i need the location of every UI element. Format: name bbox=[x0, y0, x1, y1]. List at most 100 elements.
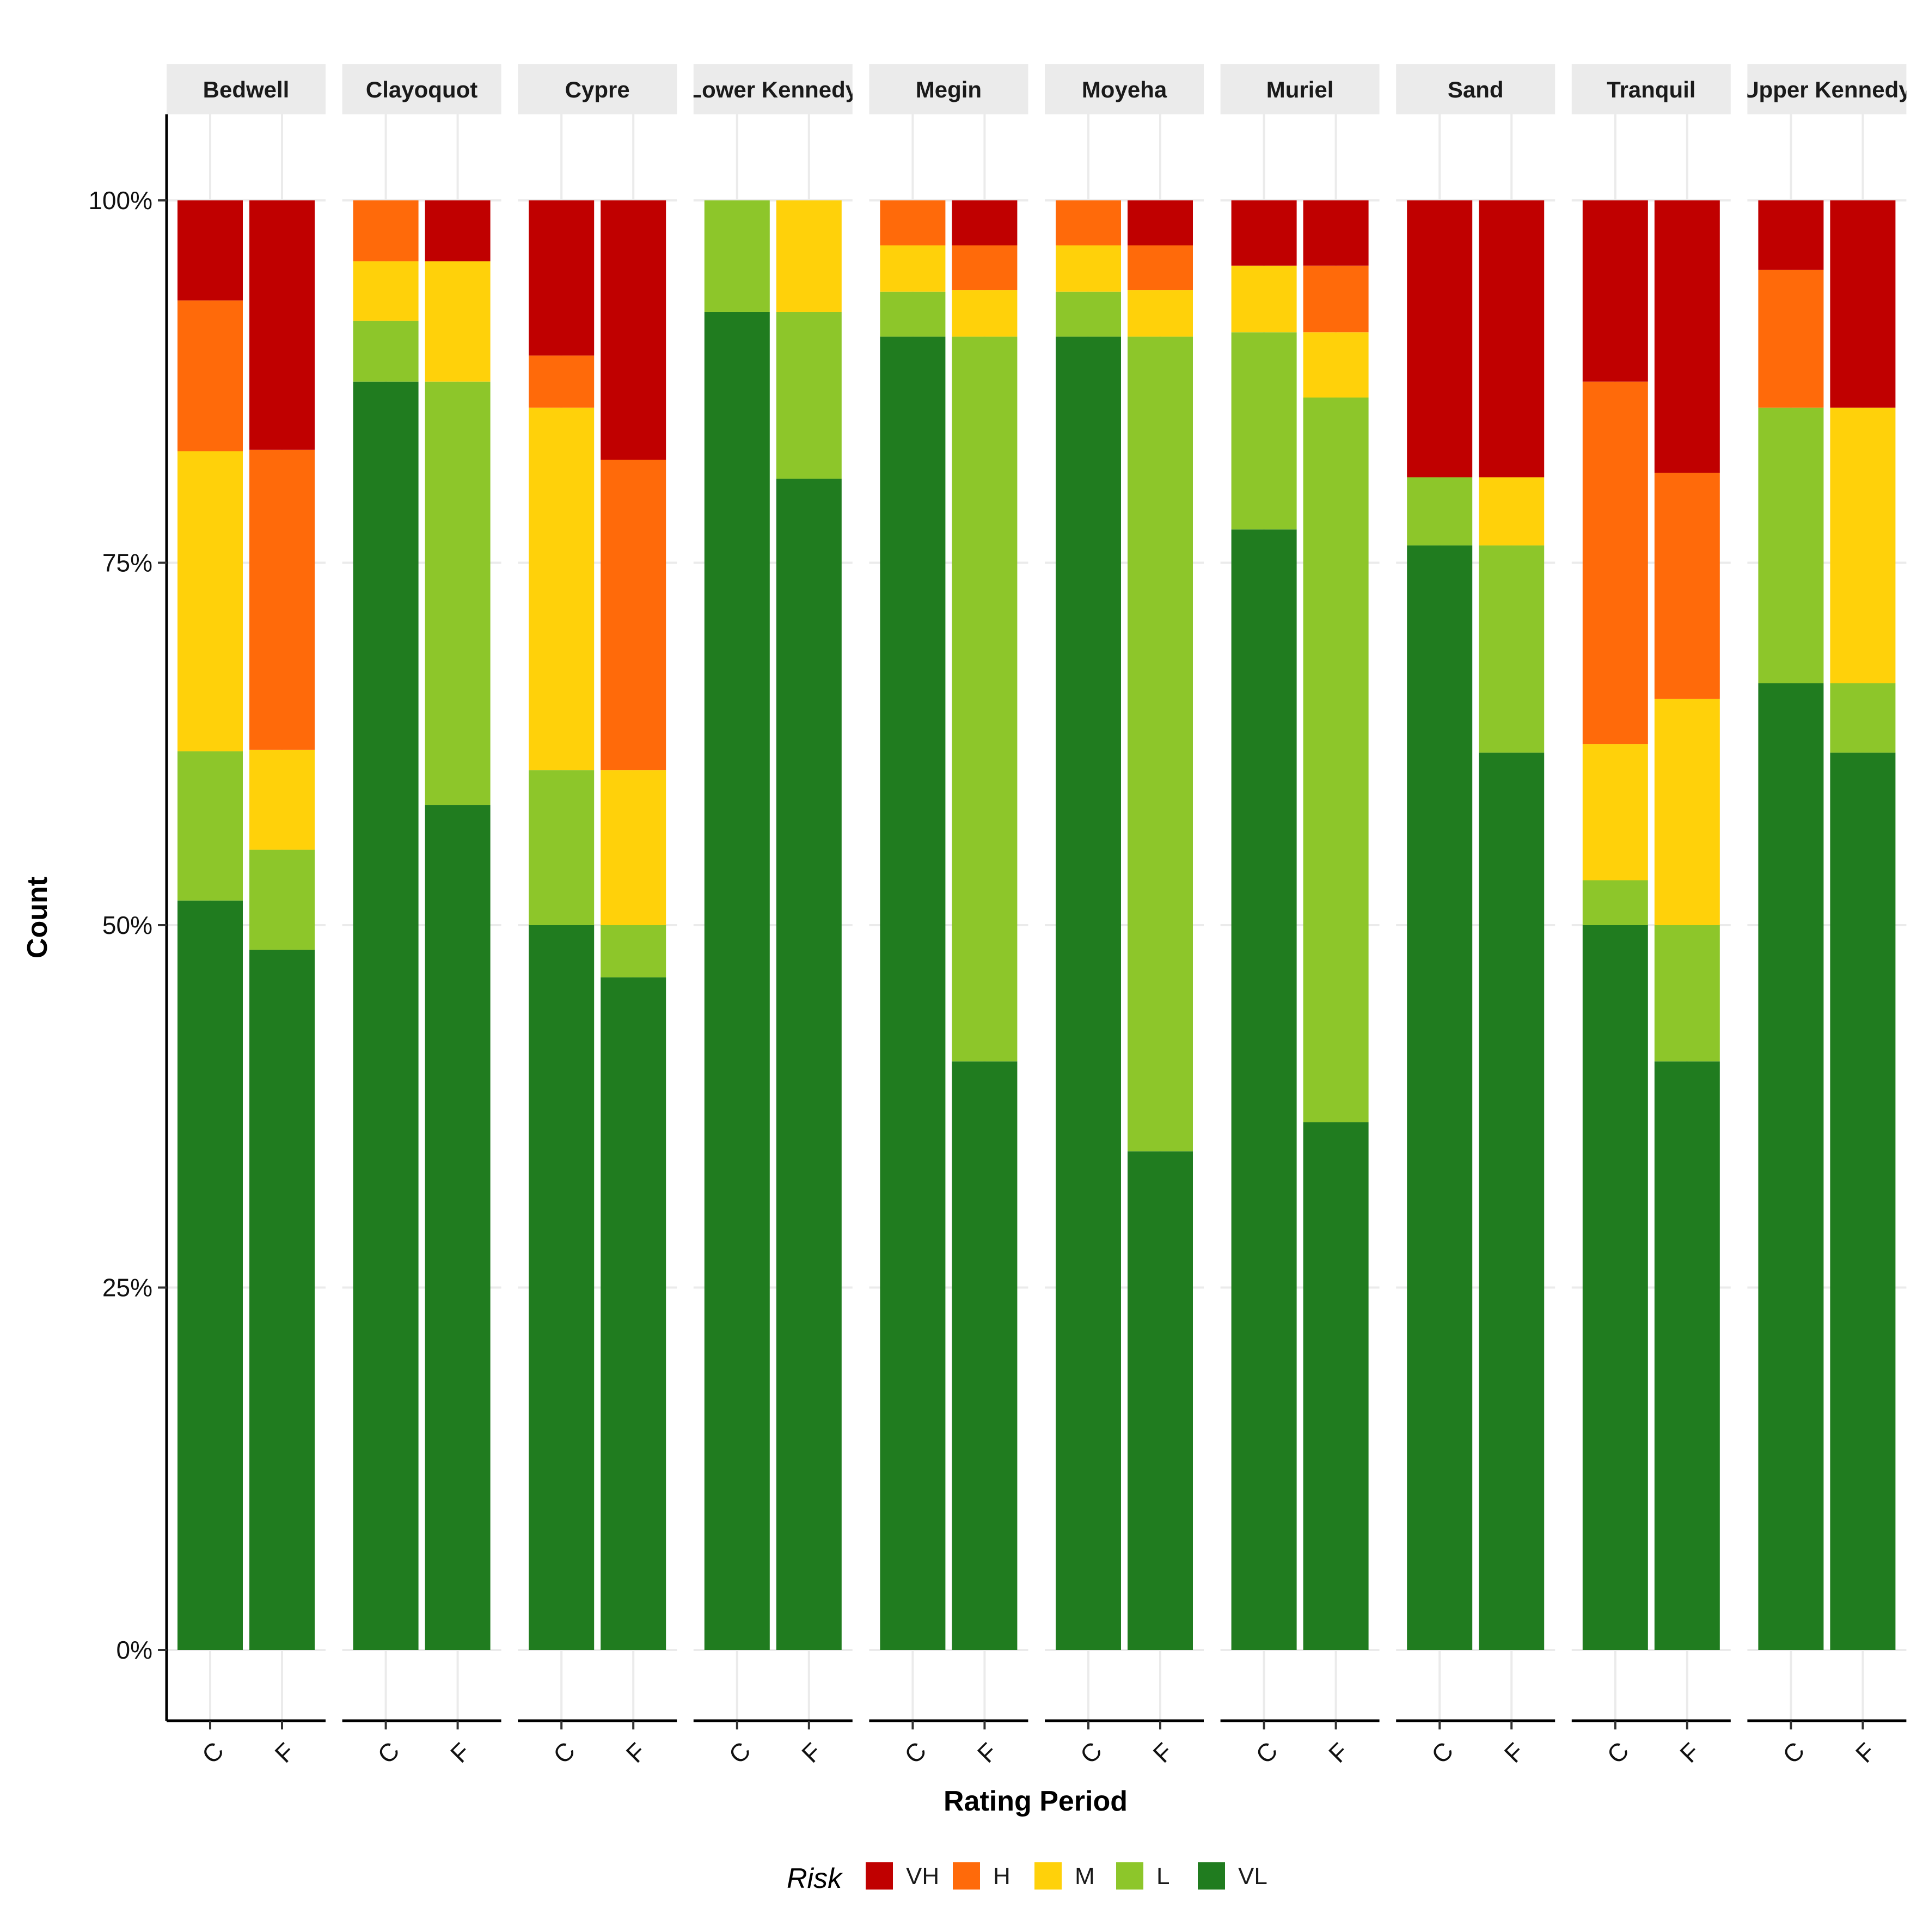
bar-segment-l bbox=[425, 381, 491, 805]
bar-segment-vh bbox=[1654, 200, 1720, 473]
bar-segment-h bbox=[1303, 265, 1369, 333]
facet-label: Upper Kennedy bbox=[1742, 77, 1912, 102]
facet-label: Muriel bbox=[1266, 77, 1334, 102]
facet-label: Lower Kennedy bbox=[688, 77, 858, 102]
y-axis: 0% 25% 50% 75% 100% bbox=[88, 114, 168, 1721]
bar-segment-l bbox=[529, 770, 595, 925]
legend-swatch bbox=[1116, 1862, 1143, 1890]
bar-segment-m bbox=[952, 290, 1018, 337]
x-axis-title: Rating Period bbox=[944, 1786, 1128, 1817]
bar-segment-vh bbox=[1830, 200, 1896, 408]
facet-strip bbox=[1747, 64, 1907, 114]
facet-strip bbox=[342, 64, 501, 114]
facet-strip bbox=[1045, 64, 1204, 114]
bar-segment-h bbox=[529, 355, 595, 408]
legend-label: H bbox=[993, 1863, 1011, 1890]
legend-swatch bbox=[866, 1862, 893, 1890]
bar-segment-h bbox=[952, 245, 1018, 291]
bar-segment-h bbox=[249, 449, 315, 750]
facet-label: Tranquil bbox=[1607, 77, 1695, 102]
bar-segment-l bbox=[249, 849, 315, 950]
bar-segment-vh bbox=[1231, 200, 1297, 266]
bar-segment-l bbox=[1830, 683, 1896, 753]
bar-segment-l bbox=[1654, 925, 1720, 1062]
bar-segment-vh bbox=[1758, 200, 1824, 270]
legend-item-vl: VL bbox=[1198, 1862, 1267, 1890]
bar-segment-vh bbox=[952, 200, 1018, 246]
bar-segment-vl bbox=[249, 950, 315, 1650]
bar-segment-vl bbox=[952, 1061, 1018, 1650]
legend-item-l: L bbox=[1116, 1862, 1169, 1890]
bar-segment-h bbox=[1128, 245, 1193, 291]
facet-label: Sand bbox=[1448, 77, 1504, 102]
y-tick-label: 100% bbox=[88, 186, 152, 215]
bar-segment-l bbox=[1479, 545, 1545, 753]
bar-segment-m bbox=[353, 261, 419, 321]
bar-segment-l bbox=[1303, 398, 1369, 1123]
bar-segment-vh bbox=[529, 200, 595, 356]
legend-swatch bbox=[1034, 1862, 1062, 1890]
facet-strip bbox=[1571, 64, 1731, 114]
bar-segment-l bbox=[353, 320, 419, 382]
bar-segment-vl bbox=[1654, 1061, 1720, 1650]
bar-segment-m bbox=[880, 245, 946, 292]
bar-segment-m bbox=[1056, 245, 1121, 292]
bar-segment-l bbox=[601, 925, 666, 977]
bar-segment-m bbox=[1582, 744, 1648, 881]
bar-segment-vl bbox=[1407, 545, 1473, 1650]
bar-segment-vl bbox=[1303, 1122, 1369, 1650]
bar-segment-l bbox=[1582, 880, 1648, 925]
bar-segment-m bbox=[249, 749, 315, 850]
y-tick-label: 25% bbox=[102, 1274, 152, 1302]
bar-segment-vh bbox=[1479, 200, 1545, 478]
bar-segment-vh bbox=[1303, 200, 1369, 266]
bar-segment-l bbox=[880, 291, 946, 337]
facet-label: Clayoquot bbox=[366, 77, 477, 102]
y-axis-title: Count bbox=[22, 877, 53, 958]
legend-item-h: H bbox=[953, 1862, 1011, 1890]
bar-segment-l bbox=[1407, 477, 1473, 546]
bar-segment-vl bbox=[1128, 1151, 1193, 1650]
bar-segment-h bbox=[601, 460, 666, 771]
bar-segment-vh bbox=[177, 200, 243, 301]
bar-segment-vh bbox=[249, 200, 315, 450]
bar-segment-l bbox=[1056, 291, 1121, 337]
bar-segment-h bbox=[1056, 200, 1121, 246]
bar-segment-m bbox=[1479, 477, 1545, 546]
facet-strip bbox=[518, 64, 677, 114]
facet-strip bbox=[167, 64, 326, 114]
bar-segment-h bbox=[1654, 473, 1720, 699]
bar-segment-m bbox=[529, 407, 595, 771]
bar-segment-h bbox=[1582, 381, 1648, 744]
bar-segment-l bbox=[776, 311, 842, 479]
bar-segment-vl bbox=[529, 925, 595, 1650]
bar-segment-vh bbox=[1128, 200, 1193, 246]
bar-segment-vl bbox=[177, 900, 243, 1650]
bar-segment-vl bbox=[1830, 753, 1896, 1650]
legend-title: Risk bbox=[787, 1863, 843, 1894]
legend-item-vh: VH bbox=[866, 1862, 939, 1890]
bar-segment-vl bbox=[1056, 337, 1121, 1650]
bar-segment-m bbox=[1303, 332, 1369, 398]
bar-segment-vl bbox=[1479, 753, 1545, 1650]
bar-segment-l bbox=[1128, 337, 1193, 1152]
bar-segment-m bbox=[776, 200, 842, 312]
facet-strip bbox=[1220, 64, 1380, 114]
bar-segment-m bbox=[1231, 265, 1297, 333]
bar-segment-vl bbox=[704, 311, 770, 1650]
bar-segment-vh bbox=[601, 200, 666, 460]
facet-label: Bedwell bbox=[203, 77, 290, 102]
bar-segment-m bbox=[425, 261, 491, 382]
bar-segment-m bbox=[1830, 407, 1896, 683]
bar-segment-vl bbox=[880, 337, 946, 1650]
